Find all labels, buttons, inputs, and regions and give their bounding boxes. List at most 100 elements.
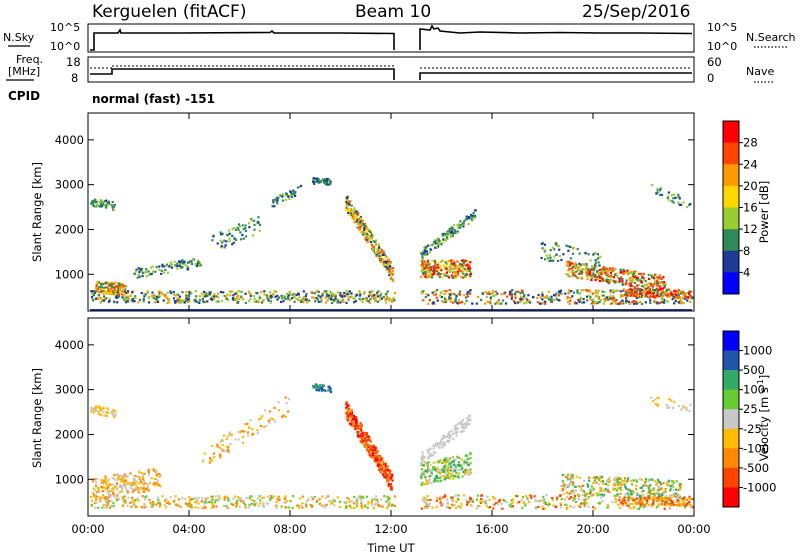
backscatter-pixel bbox=[360, 423, 363, 426]
backscatter-pixel bbox=[241, 224, 244, 227]
backscatter-pixel bbox=[590, 490, 593, 493]
backscatter-pixel bbox=[607, 282, 611, 285]
backscatter-pixel bbox=[246, 431, 249, 434]
backscatter-pixel bbox=[374, 299, 377, 302]
backscatter-pixel bbox=[354, 502, 357, 505]
backscatter-pixel bbox=[462, 429, 465, 433]
backscatter-pixel bbox=[623, 479, 626, 482]
backscatter-pixel bbox=[607, 279, 610, 282]
backscatter-pixel bbox=[109, 490, 112, 493]
backscatter-pixel bbox=[613, 494, 616, 497]
backscatter-pixel bbox=[345, 290, 348, 293]
backscatter-pixel bbox=[152, 503, 155, 506]
backscatter-pixel bbox=[258, 229, 261, 232]
backscatter-pixel bbox=[215, 295, 218, 298]
backscatter-pixel bbox=[673, 297, 676, 300]
backscatter-pixel bbox=[378, 251, 381, 254]
backscatter-pixel bbox=[457, 475, 460, 478]
backscatter-pixel bbox=[577, 493, 581, 496]
backscatter-pixel bbox=[568, 492, 571, 495]
backscatter-pixel bbox=[494, 302, 497, 305]
backscatter-pixel bbox=[114, 286, 117, 289]
backscatter-pixel bbox=[352, 424, 355, 427]
backscatter-pixel bbox=[294, 194, 297, 198]
backscatter-pixel bbox=[183, 301, 186, 304]
backscatter-pixel bbox=[268, 296, 271, 299]
backscatter-pixel bbox=[103, 291, 106, 294]
backscatter-pixel bbox=[494, 294, 498, 297]
backscatter-pixel bbox=[169, 261, 172, 264]
backscatter-pixel bbox=[537, 293, 540, 297]
backscatter-pixel bbox=[368, 293, 371, 296]
backscatter-pixel bbox=[144, 293, 147, 296]
backscatter-pixel bbox=[636, 293, 639, 296]
colorbar-tick-label: 1000 bbox=[743, 344, 772, 358]
backscatter-pixel bbox=[140, 268, 143, 271]
backscatter-pixel bbox=[165, 501, 168, 504]
backscatter-pixel bbox=[371, 453, 374, 457]
backscatter-pixel bbox=[369, 237, 372, 240]
backscatter-pixel bbox=[252, 294, 256, 298]
backscatter-pixel bbox=[629, 489, 632, 492]
sky-tick-bottom: 10^0 bbox=[50, 40, 80, 53]
backscatter-pixel bbox=[138, 482, 141, 485]
backscatter-pixel bbox=[437, 242, 441, 245]
backscatter-pixel bbox=[550, 300, 553, 303]
backscatter-pixel bbox=[319, 179, 322, 183]
backscatter-pixel bbox=[505, 501, 508, 504]
backscatter-pixel bbox=[270, 497, 273, 500]
backscatter-pixel bbox=[660, 301, 663, 304]
backscatter-pixel bbox=[276, 202, 279, 205]
backscatter-pixel bbox=[311, 498, 314, 501]
backscatter-pixel bbox=[682, 302, 685, 305]
backscatter-pixel bbox=[91, 409, 94, 412]
backscatter-pixel bbox=[577, 269, 580, 272]
sky-tick-top: 10^5 bbox=[50, 21, 80, 34]
backscatter-pixel bbox=[107, 478, 110, 481]
backscatter-pixel bbox=[662, 497, 665, 500]
backscatter-pixel bbox=[442, 442, 445, 445]
backscatter-pixel bbox=[608, 476, 611, 479]
backscatter-pixel bbox=[594, 295, 597, 298]
backscatter-pixel bbox=[543, 243, 546, 246]
backscatter-pixel bbox=[368, 301, 371, 304]
backscatter-pixel bbox=[190, 262, 193, 265]
backscatter-pixel bbox=[462, 276, 465, 279]
backscatter-pixel bbox=[678, 494, 681, 497]
backscatter-pixel bbox=[93, 495, 96, 498]
backscatter-pixel bbox=[133, 272, 136, 275]
backscatter-pixel bbox=[223, 246, 226, 249]
backscatter-pixel bbox=[321, 178, 324, 181]
backscatter-pixel bbox=[242, 441, 245, 444]
backscatter-pixel bbox=[140, 506, 143, 509]
backscatter-pixel bbox=[369, 445, 372, 448]
backscatter-pixel bbox=[543, 250, 546, 253]
backscatter-pixel bbox=[557, 294, 560, 297]
backscatter-pixel bbox=[435, 296, 438, 299]
backscatter-pixel bbox=[657, 293, 660, 296]
backscatter-pixel bbox=[635, 291, 638, 294]
backscatter-pixel bbox=[634, 300, 638, 303]
backscatter-pixel bbox=[352, 296, 355, 300]
backscatter-pixel bbox=[236, 294, 239, 297]
backscatter-pixel bbox=[366, 226, 369, 229]
backscatter-pixel bbox=[363, 292, 366, 295]
backscatter-pixel bbox=[522, 295, 526, 298]
backscatter-pixel bbox=[520, 295, 523, 298]
backscatter-pixel bbox=[156, 300, 160, 303]
backscatter-pixel bbox=[377, 456, 380, 459]
backscatter-pixel bbox=[366, 235, 369, 238]
backscatter-pixel bbox=[677, 289, 680, 292]
backscatter-pixel bbox=[688, 495, 691, 498]
backscatter-pixel bbox=[124, 486, 127, 489]
backscatter-pixel bbox=[258, 495, 261, 498]
backscatter-pixel bbox=[361, 300, 364, 303]
backscatter-pixel bbox=[448, 232, 451, 235]
backscatter-pixel bbox=[317, 178, 320, 181]
backscatter-pixel bbox=[612, 269, 616, 272]
backscatter-pixel bbox=[359, 435, 362, 438]
backscatter-pixel bbox=[92, 493, 95, 496]
backscatter-pixel bbox=[553, 248, 556, 251]
backscatter-pixel bbox=[132, 502, 135, 505]
